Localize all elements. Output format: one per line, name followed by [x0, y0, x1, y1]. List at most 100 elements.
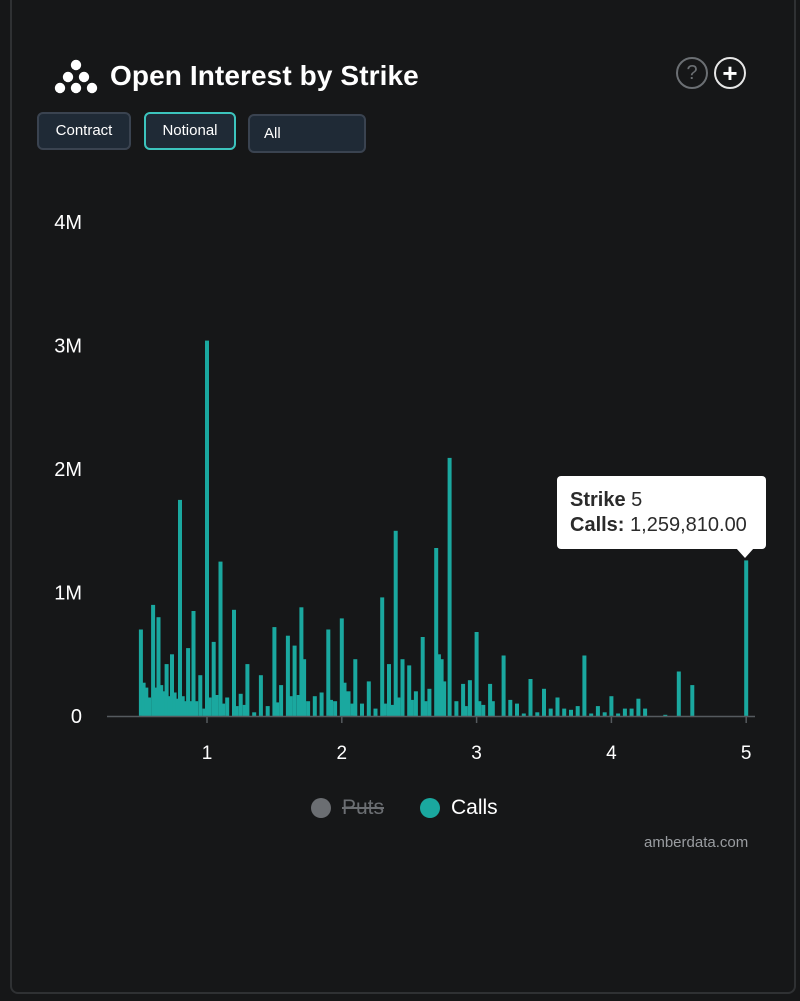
chart-title: Open Interest by Strike — [110, 60, 419, 91]
calls-bar-86 — [488, 683, 493, 716]
calls-bar-70 — [413, 691, 418, 716]
calls-bar-89 — [508, 699, 513, 716]
calls-bar-88 — [501, 655, 506, 716]
calls-bar-67 — [400, 659, 405, 716]
calls-bar-77 — [442, 681, 447, 716]
calls-bar-19 — [191, 611, 196, 716]
calls-bar-93 — [535, 712, 540, 716]
calls-bar-14 — [178, 499, 182, 716]
y-tick-label-2M: 2M — [54, 459, 82, 481]
calls-bar-99 — [575, 706, 580, 716]
calls-bar-18 — [188, 701, 193, 716]
y-tick-label-0: 0 — [71, 706, 82, 728]
calls-bar-21 — [198, 675, 203, 716]
calls-bar-16 — [183, 701, 188, 716]
calls-bar-53 — [339, 618, 344, 716]
calls-bar-58 — [360, 703, 364, 716]
calls-bar-28 — [221, 703, 226, 716]
calls-bar-100 — [582, 655, 587, 716]
calls-bar-105 — [616, 713, 621, 716]
calls-bar-25 — [211, 641, 216, 716]
calls-bar-34 — [245, 664, 250, 716]
calls-bar-38 — [272, 627, 277, 716]
calls-bar-10 — [167, 696, 172, 716]
calls-bar-85 — [481, 704, 486, 716]
calls-bar-63 — [387, 664, 391, 716]
chart-header: Open Interest by Strike — [54, 56, 419, 96]
calls-bar-55 — [346, 691, 351, 716]
calls-bar-80 — [461, 683, 466, 716]
calls-bar-48 — [312, 696, 317, 716]
calls-bar-47 — [306, 701, 311, 716]
calls-bar-3 — [147, 697, 151, 716]
calls-bar-95 — [548, 708, 553, 716]
tooltip-strike-value: 5 — [631, 489, 643, 511]
calls-bar-33 — [242, 704, 247, 716]
calls-bar-22 — [202, 708, 207, 716]
calls-bar-29 — [225, 697, 230, 716]
calls-bar-84 — [477, 701, 482, 716]
calls-bar-62 — [382, 703, 387, 716]
tooltip-calls-key: Calls: — [570, 514, 625, 536]
calls-bar-79 — [454, 701, 459, 716]
calls-bar-110 — [663, 714, 668, 716]
calls-bar-101 — [589, 713, 594, 716]
calls-bar-45 — [299, 607, 304, 716]
calls-bar-0 — [138, 629, 143, 716]
calls-bar-50 — [326, 629, 331, 716]
calls-bar-1 — [141, 682, 146, 716]
calls-bar-52 — [333, 701, 338, 716]
calls-bar-27 — [218, 561, 223, 716]
calls-bar-6 — [156, 617, 161, 716]
tooltip-calls-value: 1,259,810.00 — [630, 514, 747, 536]
calls-bar-17 — [186, 648, 191, 716]
calls-bar-75 — [436, 654, 441, 717]
help-icon[interactable]: ? — [676, 57, 708, 89]
calls-bar-44 — [296, 695, 301, 716]
calls-bar-92 — [528, 679, 533, 716]
calls-bar-111 — [676, 671, 681, 716]
legend-puts-label[interactable]: Puts — [342, 796, 385, 819]
contract-toggle-button[interactable]: Contract — [37, 112, 131, 150]
calls-bar-9 — [164, 664, 169, 716]
calls-bar-31 — [234, 706, 239, 716]
legend-calls-label[interactable]: Calls — [451, 796, 498, 819]
calls-bar-4 — [151, 604, 156, 716]
calls-bar-68 — [407, 665, 412, 716]
tooltip-arrow — [736, 548, 754, 558]
chart-tooltip: Strike 5 Calls: 1,259,810.00 — [557, 476, 766, 549]
x-tick-label-3: 3 — [471, 743, 482, 764]
calls-bar-41 — [285, 635, 290, 716]
calls-bar-66 — [396, 697, 401, 716]
calls-bar-26 — [214, 695, 219, 716]
y-tick-label-4M: 4M — [54, 212, 82, 234]
notional-toggle-button[interactable]: Notional — [144, 112, 236, 150]
calls-bar-94 — [542, 688, 546, 716]
calls-bar-90 — [515, 703, 519, 716]
calls-bar-97 — [562, 708, 567, 716]
calls-bar-15 — [180, 696, 185, 716]
calls-bar-73 — [427, 688, 432, 716]
calls-bar-23 — [205, 340, 209, 716]
calls-bar-51 — [329, 699, 333, 716]
calls-bar-56 — [350, 703, 355, 716]
add-icon[interactable]: + — [714, 57, 746, 89]
calls-bar-30 — [232, 609, 236, 716]
calls-bar-103 — [602, 712, 607, 716]
x-tick-label-2: 2 — [337, 743, 348, 764]
calls-bar-54 — [342, 682, 347, 716]
amberdata-logo-icon — [54, 59, 98, 94]
expiry-filter-select[interactable]: All — [248, 114, 366, 153]
calls-bar-82 — [467, 680, 472, 716]
y-tick-label-1M: 1M — [54, 583, 82, 605]
legend-calls-dot[interactable] — [420, 798, 440, 818]
calls-bar-35 — [252, 712, 257, 716]
calls-bar-12 — [172, 692, 177, 716]
calls-bar-104 — [609, 696, 614, 716]
calls-bar-60 — [373, 708, 378, 716]
tooltip-strike-key: Strike — [570, 489, 626, 511]
calls-bar-46 — [302, 659, 307, 716]
calls-bar-57 — [353, 659, 358, 716]
calls-bar-40 — [279, 685, 284, 716]
legend-puts-dot[interactable] — [311, 798, 331, 818]
